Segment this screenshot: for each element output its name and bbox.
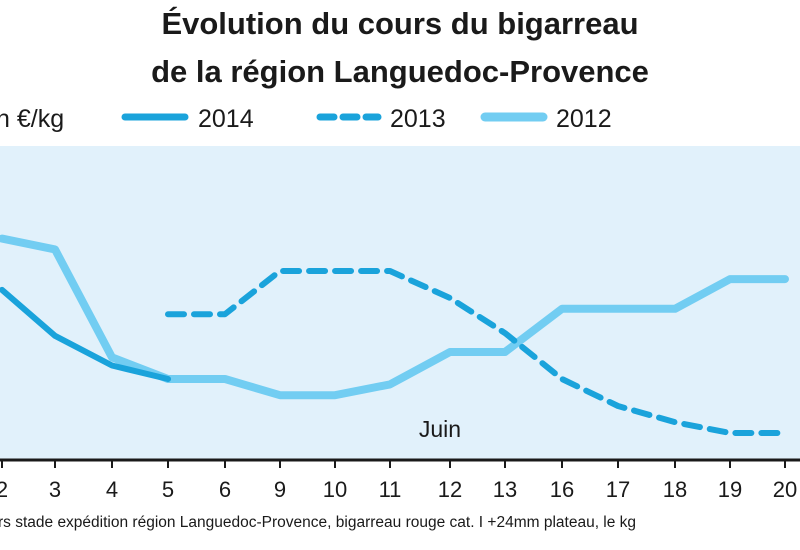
- x-tick-label: 18: [663, 477, 687, 502]
- x-tick-label: 3: [49, 477, 61, 502]
- x-tick-label: 11: [379, 477, 402, 502]
- y-unit-label: n €/kg: [0, 105, 64, 133]
- source-note: rs stade expédition région Languedoc-Pro…: [0, 514, 636, 531]
- series-line-2012: [0, 234, 789, 400]
- x-tick-label: 20: [773, 477, 797, 502]
- legend: 2014 2013 2012: [121, 105, 612, 133]
- series-line-2014: [0, 286, 171, 382]
- legend-label-2012: 2012: [556, 105, 612, 133]
- x-tick-label: 9: [274, 477, 286, 502]
- legend-label-2013: 2013: [390, 105, 446, 133]
- series-layer: [0, 234, 789, 436]
- x-tick-label: 19: [718, 477, 742, 502]
- x-tick-label: 13: [493, 477, 517, 502]
- x-tick-label: 12: [438, 477, 462, 502]
- series-line-2013: [165, 268, 788, 436]
- x-tick-label: 2: [0, 477, 8, 502]
- chart-title-line-1: Évolution du cours du bigarreau: [161, 6, 638, 41]
- legend-label-2014: 2014: [198, 105, 254, 133]
- x-tick-label: 17: [606, 477, 630, 502]
- x-tick-label: 4: [106, 477, 118, 502]
- plot-area: [0, 146, 800, 460]
- x-tick-labels: 2 3 4 5 6 9 10 11 12 13 16 17 18 19 20: [0, 477, 797, 502]
- x-tick-label: 16: [550, 477, 574, 502]
- annotation-juin: Juin: [419, 416, 461, 442]
- x-tick-label: 5: [162, 477, 174, 502]
- x-tick-label: 6: [219, 477, 231, 502]
- x-ticks: [1, 460, 786, 468]
- chart-title-line-2: de la région Languedoc-Provence: [151, 54, 649, 89]
- x-tick-label: 10: [323, 477, 347, 502]
